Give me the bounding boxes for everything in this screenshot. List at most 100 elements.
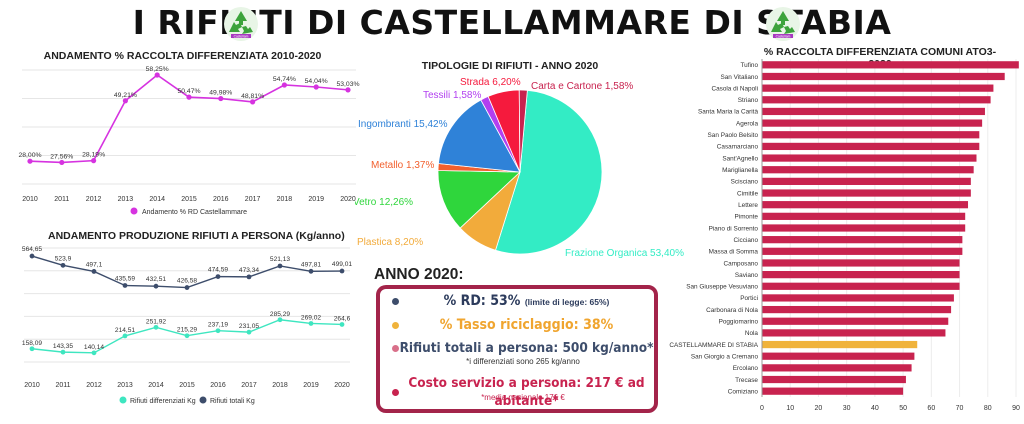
- rd-point: [154, 72, 160, 78]
- series-point: [91, 269, 97, 274]
- bar: [762, 282, 960, 290]
- bar: [762, 375, 906, 384]
- series-data-label: 426,58: [177, 278, 198, 285]
- legend-swatch: [130, 207, 138, 215]
- category-label: Piano di Sorrento: [709, 225, 759, 232]
- rd-point: [250, 99, 256, 105]
- legend-label: Andamento % RD Castellammare: [142, 209, 247, 216]
- logo-text-left: Castellam: [234, 34, 249, 38]
- kpi-costo-row: Costo servizio a persona: 217 € ad abita…: [392, 374, 654, 410]
- legend-label-differenziati: Rifiuti differenziati Kg: [130, 398, 196, 405]
- kpi-section-label: ANNO 2020:: [374, 266, 464, 283]
- rd-data-label: 28,00%: [18, 152, 41, 159]
- x-tick-label: 2012: [86, 382, 102, 389]
- series-data-label: 143,35: [53, 343, 74, 350]
- series-point: [277, 263, 283, 269]
- category-label: Lettere: [738, 202, 758, 209]
- page-title: I RIFIUTI DI CASTELLAMMARE DI STABIA: [132, 3, 892, 42]
- x-tick-label: 2013: [117, 382, 133, 389]
- x-tick-label: 2012: [86, 196, 102, 203]
- bar: [762, 142, 980, 151]
- rd-data-label: 49,21%: [114, 92, 137, 99]
- pie-slice-label: Strada 6,20%: [460, 77, 521, 88]
- x-tick-label: 50: [899, 405, 907, 412]
- rd-point: [281, 82, 287, 88]
- x-tick-label: 70: [956, 405, 964, 412]
- x-tick-label: 2013: [118, 196, 134, 203]
- production-title: ANDAMENTO PRODUZIONE RIFIUTI A PERSONA (…: [48, 230, 345, 242]
- series-data-label: 435,59: [115, 275, 136, 282]
- x-tick-label: 2016: [213, 196, 229, 203]
- x-tick-label: 2017: [245, 196, 261, 203]
- category-label: Comiziano: [728, 388, 759, 395]
- production-chart: 2010 2011 2012 2013 2014 2015 2016 2017 2018 2019…: [22, 246, 353, 405]
- legend-label-totali: Rifiuti totali Kg: [210, 398, 255, 405]
- series-point: [153, 324, 159, 330]
- bar: [762, 166, 974, 174]
- series-data-label: 523,9: [55, 255, 72, 262]
- rd-point: [91, 158, 97, 164]
- pie-slice-label: Plastica 8,20%: [357, 237, 423, 248]
- x-tick-label: 2020: [340, 196, 356, 203]
- category-label: San Giorgio a Cremano: [691, 354, 759, 361]
- category-label: Poggiomarino: [719, 319, 759, 326]
- series-data-label: 497,81: [301, 261, 322, 268]
- kpi-rd: % RD: 53%: [443, 293, 521, 309]
- x-tick-label: 2015: [179, 382, 195, 389]
- pie-slice-label: Tessili 1,58%: [423, 90, 481, 101]
- series-data-label: 285,29: [270, 311, 291, 318]
- series-data-label: 237,19: [208, 322, 229, 329]
- kpi-box: % RD: 53% (limite di legge: 65%) % Tasso…: [376, 285, 658, 413]
- x-tick-label: 2014: [149, 196, 165, 203]
- series-point: [308, 268, 314, 274]
- category-label: Camposano: [724, 260, 759, 267]
- bar: [762, 224, 966, 232]
- category-label: Tufino: [740, 62, 758, 69]
- series-data-label: 158,09: [22, 340, 43, 347]
- x-tick-label: 2011: [54, 196, 69, 203]
- series-point: [122, 283, 128, 288]
- series-point: [122, 333, 128, 339]
- bar: [762, 329, 946, 337]
- category-label: Sant'Agnello: [722, 155, 758, 162]
- series-data-label: 214,51: [115, 327, 136, 334]
- series-data-label: 497,1: [86, 261, 103, 268]
- x-tick-label: 20: [815, 405, 823, 412]
- logo-text-right: Castellam: [776, 34, 791, 38]
- x-tick-label: 2018: [277, 196, 293, 203]
- category-label: Striano: [738, 97, 759, 104]
- rd-point: [59, 159, 65, 166]
- series-data-label: 264,6: [334, 315, 351, 322]
- bar: [762, 340, 918, 349]
- pie-slice: [495, 89, 603, 255]
- bar: [762, 119, 983, 127]
- category-label: Nola: [745, 330, 759, 337]
- category-label: San Paolo Belsito: [708, 132, 759, 139]
- category-label: Cimitile: [737, 190, 758, 197]
- category-label: Cicciano: [733, 237, 758, 244]
- series-point: [60, 349, 66, 355]
- bar: [762, 96, 991, 104]
- bar: [762, 72, 1005, 81]
- rd-trend-title: ANDAMENTO % RACCOLTA DIFFERENZIATA 2010-…: [43, 50, 322, 62]
- series-data-label: 215,29: [177, 327, 198, 334]
- series-point: [277, 317, 283, 323]
- bar: [762, 271, 960, 279]
- category-label: Portici: [740, 295, 758, 302]
- waste-type-pie-chart: Frazione Organica 53,40% Plastica 8,20% Ve…: [355, 77, 684, 259]
- pie-slice: [437, 170, 521, 229]
- series-point: [184, 285, 190, 290]
- x-tick-label: 80: [984, 405, 992, 412]
- x-tick-label: 2011: [55, 382, 70, 389]
- ato3-bar-chart: 0 10 20 30 40 50 60 70 80 90 Tufino San Vitaliano Ca…: [669, 59, 1020, 412]
- pie-slice: [518, 89, 528, 173]
- rd-point: [218, 95, 224, 102]
- x-tick-label: 2016: [210, 382, 226, 389]
- bar: [762, 189, 971, 197]
- x-tick-label: 60: [927, 405, 935, 412]
- series-point: [184, 333, 190, 339]
- series-data-label: 432,51: [146, 276, 167, 283]
- category-label: Saviano: [735, 272, 759, 279]
- series-data-label: 269,02: [301, 314, 322, 321]
- series-point: [29, 346, 35, 352]
